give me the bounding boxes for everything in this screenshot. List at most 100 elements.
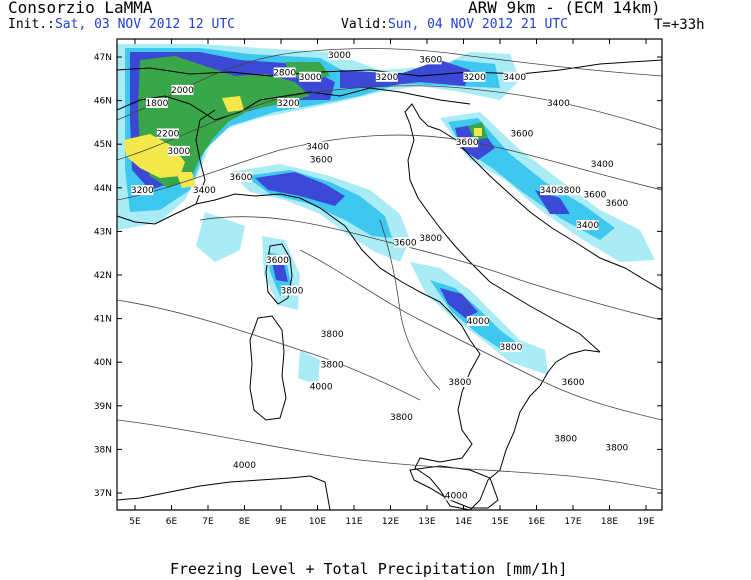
contour-label-bg	[277, 97, 300, 108]
contour-label: 3600	[456, 137, 479, 148]
contour-label: 2800	[273, 67, 296, 78]
contour-label: 3600	[419, 54, 442, 65]
contour-label: 3000	[328, 50, 351, 61]
lon-tick-label: 16E	[528, 517, 545, 527]
contour-label-bg	[171, 84, 194, 95]
contour-label-text: 3400	[591, 160, 614, 170]
longitude-axis: 5E 6E 7E 8E 9E 10E 11E 12E 13E 14E 15E 16E 17E 18E 19E	[129, 39, 655, 527]
contour-label: 3000	[299, 71, 322, 83]
lon-tick-label: 5E	[129, 517, 141, 527]
contour-label: 3800	[419, 233, 442, 244]
contour-label-text: 3800	[605, 443, 628, 453]
contour-label-text: 3800	[390, 413, 413, 423]
contour-label-text: 3600	[229, 173, 252, 183]
contour-label: 3600	[583, 189, 607, 201]
contour-label: 3800	[321, 329, 344, 340]
contour-label-bg	[540, 185, 563, 196]
contour-label-bg	[503, 71, 526, 82]
contour-label-text: 3600	[419, 55, 442, 65]
contour-label-bg	[558, 185, 581, 196]
contour-label-bg	[605, 198, 628, 209]
contour-label-bg	[547, 97, 570, 108]
contour-label: 3200	[375, 71, 399, 83]
contour-label-bg	[456, 137, 479, 148]
contour-label-bg	[167, 145, 190, 156]
contour-label: 3600	[266, 254, 289, 266]
contour-label: 3800	[448, 377, 472, 388]
contour-label-bg	[499, 342, 522, 353]
contour-label-text: 3200	[131, 186, 154, 196]
lat-tick-label: 39N	[94, 402, 112, 412]
contour-label-text: 3200	[463, 73, 486, 83]
contour-label-bg	[510, 128, 533, 139]
contour-label: 3400	[306, 141, 329, 153]
contour-label-text: 3800	[554, 435, 577, 445]
contour-label-text: 3400	[540, 186, 563, 196]
contour-label: 3200	[277, 97, 300, 109]
contour-label-bg	[419, 54, 442, 65]
contour-label: 3400	[540, 185, 563, 196]
contour-label-bg	[280, 285, 303, 296]
contour-label-bg	[445, 490, 468, 501]
contour-label-bg	[448, 377, 471, 387]
lon-tick-label: 8E	[239, 517, 251, 527]
lon-tick-label: 18E	[601, 517, 618, 527]
freezing-level-contours	[117, 48, 662, 491]
lat-tick-label: 41N	[94, 315, 112, 325]
init-time: Init.:Sat, 03 NOV 2012 12 UTC	[8, 17, 235, 32]
contour-label: 3600	[394, 237, 417, 248]
contour-label-bg	[321, 359, 344, 370]
contour-label: 3000	[167, 145, 191, 157]
contour-label-text: 3400	[503, 73, 526, 83]
contour-label-text: 4000	[310, 382, 333, 392]
balkan-coast	[439, 129, 662, 291]
contour-label-bg	[273, 67, 296, 78]
contour-label-text: 4000	[445, 491, 468, 501]
model-title: ARW 9km - (ECM 14km)	[468, 0, 661, 17]
lat-tick-label: 37N	[94, 489, 112, 499]
contour-label-bg	[156, 128, 179, 139]
contour-label-bg	[419, 233, 442, 244]
contour-label-text: 3000	[299, 73, 322, 83]
contour-label: 3600	[310, 154, 333, 166]
contour-label: 3400	[591, 159, 614, 170]
contour-label-text: 3400	[306, 143, 329, 153]
africa-coast	[117, 475, 331, 510]
contour-label-bg	[299, 71, 322, 82]
contour-label-bg	[605, 442, 628, 453]
map-caption: Freezing Level + Total Precipitation [mm…	[170, 560, 568, 578]
lon-tick-label: 14E	[455, 517, 472, 527]
contour-label-bg	[321, 329, 344, 340]
contour-label-text: 3600	[394, 238, 417, 248]
contour-label: 3600	[605, 198, 629, 209]
contour-label-text: 3000	[328, 51, 351, 61]
contour-label: 3800	[280, 285, 304, 296]
contour-label-text: 3600	[266, 256, 289, 266]
contour-label: 3600	[510, 128, 534, 139]
contour-label-text: 3600	[605, 199, 628, 209]
contour-label: 3400	[193, 185, 216, 196]
contour-label: 1800	[145, 97, 169, 109]
contour-label-text: 3800	[558, 186, 581, 196]
contour-label-text: 3400	[547, 99, 570, 109]
contour-label: 3800	[499, 342, 523, 353]
lon-tick-label: 9E	[275, 517, 287, 527]
lon-tick-label: 7E	[202, 517, 214, 527]
sardinia-coast	[249, 315, 287, 421]
lon-tick-label: 6E	[166, 517, 178, 527]
contour-label-text: 3200	[277, 99, 300, 109]
contour-label-text: 3400	[193, 186, 216, 196]
contour-label-bg	[583, 189, 606, 200]
valid-label: Valid:	[341, 17, 388, 32]
valid-time: Valid:Sun, 04 NOV 2012 21 UTC	[341, 17, 568, 32]
contour-label-bg	[554, 433, 577, 444]
contour-label-bg	[328, 50, 351, 60]
contour-label-text: 3800	[321, 361, 344, 371]
contour-label-text: 3600	[562, 378, 585, 388]
valid-value: Sun, 04 NOV 2012 21 UTC	[387, 17, 568, 32]
lat-tick-label: 43N	[94, 227, 112, 237]
contour-label-bg	[562, 377, 584, 387]
contour-label-bg	[394, 237, 417, 248]
